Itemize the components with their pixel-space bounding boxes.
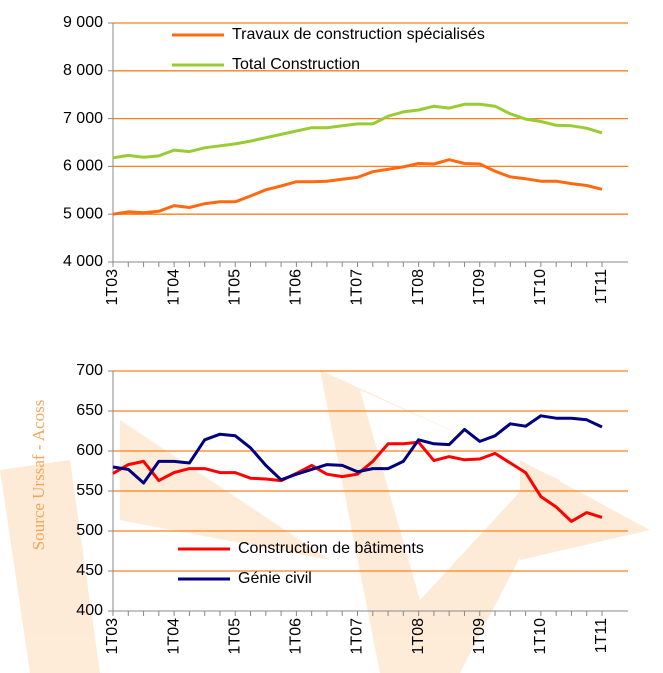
x-tick-label: 1T06 [288,618,305,655]
legend-label: Génie civil [238,570,312,587]
y-tick-label: 6 000 [63,158,103,175]
x-tick-label: 1T07 [349,618,366,655]
x-tick-label: 1T04 [165,269,182,306]
source: Source Urssaf - Acoss [29,400,48,551]
x-tick-label: 1T07 [349,269,366,306]
x-tick-label: 1T05 [226,618,243,655]
y-tick-label: 7 000 [63,110,103,127]
watermark-shape [520,460,650,560]
watermark-shape [120,420,330,560]
x-tick-label: 1T11 [593,269,610,304]
y-tick-label: 8 000 [63,62,103,79]
x-tick-label: 1T03 [104,269,121,306]
series-line [112,158,603,216]
y-tick-label: 600 [76,442,103,459]
legend-label: Travaux de construction spécialisés [232,26,485,43]
y-tick-label: 4 000 [63,253,103,270]
x-tick-label: 1T10 [532,618,549,655]
x-tick-label: 1T06 [288,269,305,306]
y-tick-label: 5 000 [63,205,103,222]
y-tick-label: 9 000 [63,14,103,31]
x-tick-label: 1T04 [165,618,182,655]
legend-label: Construction de bâtiments [238,540,424,557]
x-tick-label: 1T10 [532,269,549,306]
x-tick-label: 1T08 [410,618,427,655]
y-tick-label: 550 [76,482,103,499]
x-tick-label: 1T03 [104,618,121,655]
x-tick-label: 1T09 [471,269,488,306]
x-tick-label: 1T08 [410,269,427,306]
series-line [112,414,603,485]
y-tick-label: 450 [76,562,103,579]
x-tick-label: 1T05 [226,269,243,306]
y-tick-label: 650 [76,402,103,419]
series-line [112,102,603,160]
series-line [112,440,603,523]
y-tick-label: 400 [76,602,103,619]
x-tick-label: 1T11 [593,618,610,653]
legend-label: Total Construction [232,56,360,73]
y-tick-label: 500 [76,522,103,539]
y-tick-label: 700 [76,362,103,379]
x-tick-label: 1T09 [471,618,488,655]
watermark-shape [0,460,100,673]
